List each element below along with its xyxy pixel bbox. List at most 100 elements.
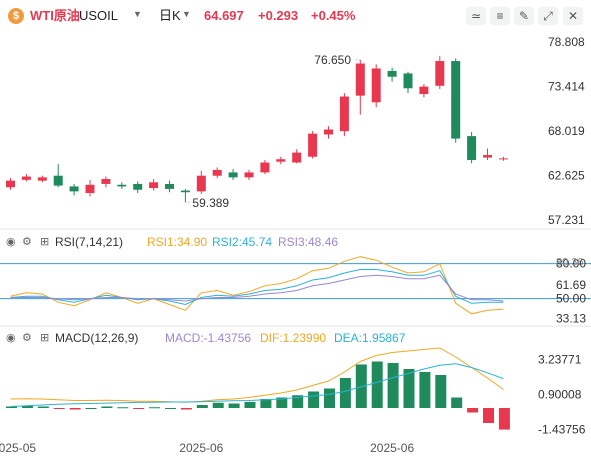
draw-icon[interactable]: ≃ xyxy=(466,7,486,25)
rsi1-value: RSI1:34.90 xyxy=(147,235,208,249)
rsi-axis-label: 33.13 xyxy=(556,311,586,325)
candle-body xyxy=(180,190,190,193)
price-axis-label: 73.414 xyxy=(548,79,585,93)
dea-value: DEA:1.95867 xyxy=(334,331,406,345)
candle-body xyxy=(37,177,47,181)
dif-value: DIF:1.23990 xyxy=(260,331,327,345)
macd-histogram-bar xyxy=(387,363,399,408)
rsi-expand-icon[interactable]: ⊞ xyxy=(40,236,50,248)
candle-body xyxy=(339,96,349,132)
macd-histogram-bar xyxy=(133,408,145,409)
dif-line xyxy=(10,347,504,403)
macd-histogram-bar xyxy=(180,408,192,410)
rsi2-value: RSI2:45.74 xyxy=(212,235,273,249)
macd-visibility-icon[interactable]: ◉ xyxy=(6,332,16,344)
candle-body xyxy=(467,136,477,161)
rsi-visibility-icon[interactable]: ◉ xyxy=(6,236,16,248)
macd-histogram-bar xyxy=(53,408,65,409)
high-price-annotation: 76.650 xyxy=(314,53,351,67)
instrument-name: WTI原油 xyxy=(30,8,80,23)
price-axis-label: 62.625 xyxy=(548,169,585,183)
macd-histogram-bar xyxy=(451,397,463,408)
x-axis-label: 2025-06 xyxy=(370,441,414,455)
candle-body xyxy=(228,172,238,178)
macd-axis-label: -1.43756 xyxy=(538,423,586,437)
fullscreen-icon[interactable]: ⤢ xyxy=(538,7,558,25)
rsi3-value: RSI3:48.46 xyxy=(278,235,339,249)
candle-body xyxy=(149,182,159,189)
wti-logo-icon: $ xyxy=(8,8,24,24)
candle-body xyxy=(69,186,79,192)
candle-body xyxy=(276,159,286,162)
indicator-icon[interactable]: ≡ xyxy=(490,7,510,25)
macd-label: MACD(12,26,9) xyxy=(55,331,139,345)
macd-histogram-bar xyxy=(6,406,17,408)
candle-body xyxy=(419,86,429,95)
macd-histogram-bar xyxy=(292,395,304,408)
macd-expand-icon[interactable]: ⊞ xyxy=(40,332,50,344)
macd-histogram-bar xyxy=(324,388,335,408)
x-axis-label: 2025-06 xyxy=(179,441,223,455)
candle-body xyxy=(403,73,413,89)
rsi-label: RSI(7,14,21) xyxy=(55,235,124,249)
candle-body xyxy=(101,179,111,184)
price-axis-label: 68.019 xyxy=(548,124,585,138)
paint-icon[interactable]: ✎ xyxy=(514,7,534,25)
candle-body xyxy=(244,172,254,178)
candle-body xyxy=(308,133,318,157)
candle-body xyxy=(196,175,206,192)
chart-header: $ WTI原油 USOIL ▼ 日K ▼ 64.697 +0.293 +0.45… xyxy=(0,0,591,32)
x-axis-label: 2025-05 xyxy=(0,441,36,455)
price-axis-label: 78.808 xyxy=(548,35,585,49)
macd-histogram-bar xyxy=(498,408,510,430)
candle-body xyxy=(451,61,461,139)
macd-histogram-bar xyxy=(117,407,129,409)
rsi-axis-label: 61.69 xyxy=(556,278,586,292)
close-icon[interactable]: ✕ xyxy=(563,7,583,25)
symbol-caret-icon[interactable]: ▼ xyxy=(133,9,142,19)
macd-histogram-bar xyxy=(212,402,224,408)
price-change-pct: +0.45% xyxy=(311,8,356,23)
macd-histogram-bar xyxy=(308,391,320,408)
candle-body xyxy=(371,68,381,103)
candle-body xyxy=(387,70,397,77)
candle-body xyxy=(133,183,143,190)
current-price: 64.697 xyxy=(204,8,244,23)
macd-histogram-bar xyxy=(165,408,176,409)
candle-body xyxy=(498,158,508,160)
candle-body xyxy=(117,184,127,187)
macd-histogram-bar xyxy=(276,397,288,408)
period-caret-icon[interactable]: ▼ xyxy=(182,9,191,19)
macd-histogram-bar xyxy=(371,361,383,408)
candle-body xyxy=(53,175,63,186)
candle-body xyxy=(21,176,31,180)
rsi1-line xyxy=(10,256,504,315)
macd-histogram-bar xyxy=(403,369,415,408)
macd-histogram-bar xyxy=(419,372,431,408)
macd-histogram-bar xyxy=(244,402,256,408)
macd-histogram-bar xyxy=(69,408,81,410)
dea-line xyxy=(10,363,504,407)
period-selector[interactable]: 日K xyxy=(159,8,181,23)
rsi-axis-tag: 80.36 xyxy=(556,256,584,268)
candle-body xyxy=(165,183,174,189)
symbol-selector[interactable]: USOIL xyxy=(79,8,119,23)
candle-body xyxy=(212,169,222,176)
rsi-settings-icon[interactable]: ⚙ xyxy=(22,236,32,248)
macd-histogram-bar xyxy=(260,399,272,408)
macd-histogram-bar xyxy=(37,406,49,408)
macd-histogram-bar xyxy=(85,408,97,409)
macd-histogram-bar xyxy=(483,408,494,423)
macd-value: MACD:-1.43756 xyxy=(165,331,252,345)
macd-settings-icon[interactable]: ⚙ xyxy=(22,332,32,344)
macd-histogram-bar xyxy=(149,407,161,409)
low-price-annotation: 59.389 xyxy=(192,196,229,210)
macd-histogram-bar xyxy=(339,378,351,408)
macd-histogram-bar xyxy=(435,375,447,408)
macd-histogram-bar xyxy=(101,406,113,408)
macd-histogram-bar xyxy=(467,408,479,413)
macd-histogram-bar xyxy=(21,405,33,408)
candle-body xyxy=(435,61,445,86)
candle-body xyxy=(85,184,95,194)
